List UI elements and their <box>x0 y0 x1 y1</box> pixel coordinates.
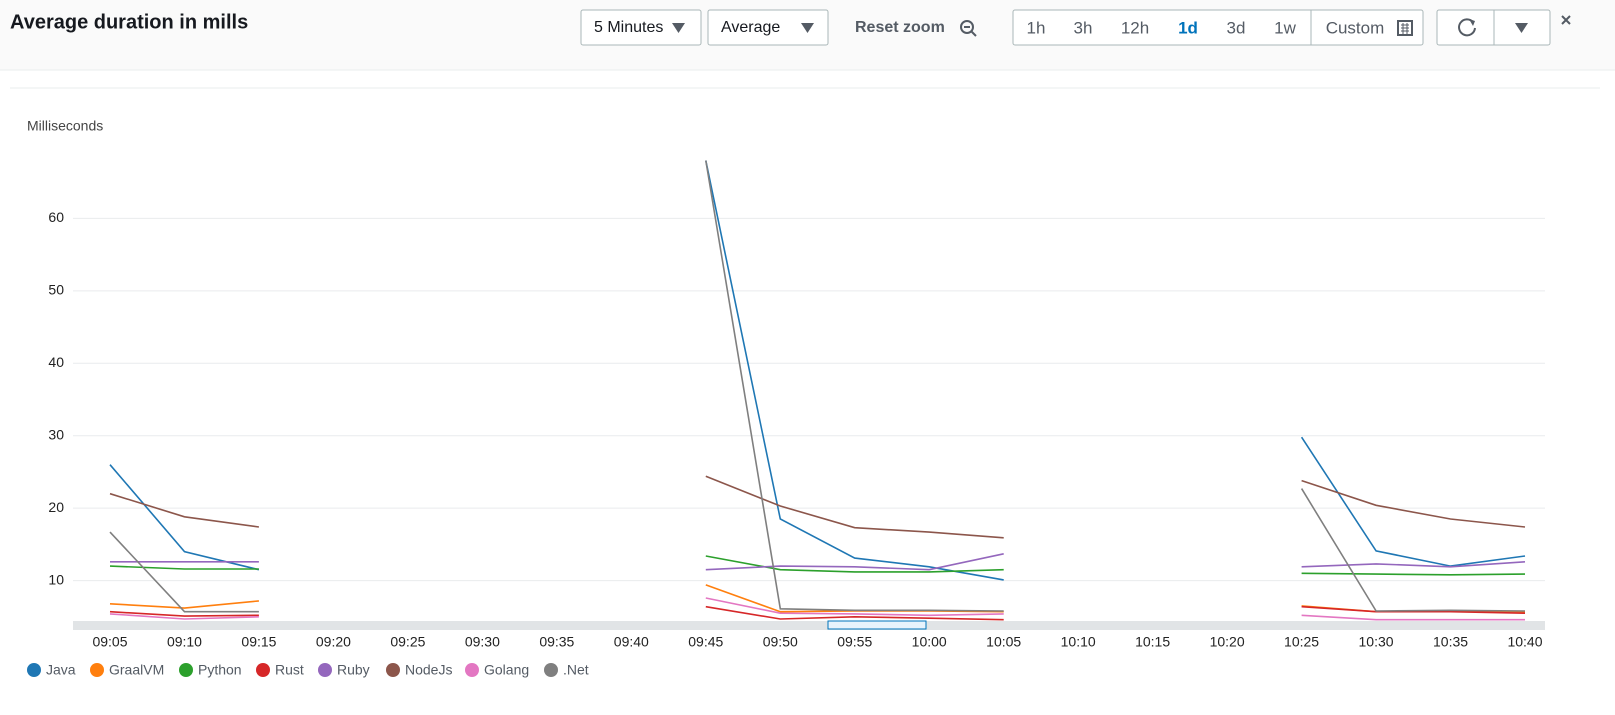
legend-label[interactable]: Rust <box>275 662 304 678</box>
x-tick-label: 09:40 <box>614 634 649 650</box>
x-tick-label: 10:40 <box>1507 634 1542 650</box>
range-option[interactable]: 12h <box>1121 18 1149 37</box>
legend-label[interactable]: GraalVM <box>109 662 164 678</box>
y-tick-label: 40 <box>48 354 64 370</box>
range-option[interactable]: 3d <box>1227 18 1246 37</box>
y-axis-label: Milliseconds <box>27 118 103 134</box>
x-tick-label: 09:45 <box>688 634 723 650</box>
refresh-arrow <box>1469 19 1475 26</box>
statistic-dropdown[interactable]: Average <box>707 9 829 46</box>
y-tick-label: 20 <box>48 499 64 515</box>
x-tick-label: 09:20 <box>316 634 351 650</box>
refresh-caret[interactable] <box>1515 23 1528 33</box>
x-tick-label: 10:00 <box>912 634 947 650</box>
x-tick-label: 09:15 <box>241 634 276 650</box>
zoom-icon-handle <box>970 30 977 37</box>
calendar-frame <box>1397 20 1413 36</box>
x-tick-label: 09:50 <box>763 634 798 650</box>
legend-swatch[interactable] <box>256 663 270 677</box>
caret <box>672 23 685 33</box>
legend-swatch[interactable] <box>318 663 332 677</box>
period-label[interactable]: 5 Minutes <box>594 19 663 36</box>
y-tick-label: 30 <box>48 426 64 442</box>
close-icon[interactable] <box>1561 15 1571 25</box>
x-tick-label: 09:10 <box>167 634 202 650</box>
x-tick-label: 10:35 <box>1433 634 1468 650</box>
legend-swatch[interactable] <box>544 663 558 677</box>
refresh-group[interactable] <box>1436 9 1551 46</box>
legend-label[interactable]: Ruby <box>337 662 370 678</box>
zoom-bar[interactable] <box>73 621 1545 630</box>
x-tick-label: 09:30 <box>465 634 500 650</box>
x-tick-label: 10:25 <box>1284 634 1319 650</box>
x-tick-label: 10:10 <box>1061 634 1096 650</box>
legend-swatch[interactable] <box>465 663 479 677</box>
zoom-icon <box>960 20 974 34</box>
series-line <box>109 605 1526 621</box>
statistic-box[interactable] <box>707 9 829 46</box>
range-option[interactable]: 1h <box>1027 18 1046 37</box>
refresh-icon[interactable] <box>1458 18 1476 37</box>
series-line <box>109 597 1525 621</box>
range-option[interactable]: Custom <box>1326 18 1385 37</box>
range-option[interactable]: 1w <box>1274 18 1296 37</box>
legend-swatch[interactable] <box>90 663 104 677</box>
series-line <box>110 553 1526 571</box>
y-tick-label: 10 <box>48 571 64 587</box>
y-tick-label: 60 <box>48 209 64 225</box>
legend-label[interactable]: Golang <box>484 662 529 678</box>
caret <box>801 23 814 33</box>
reset-zoom-label[interactable]: Reset zoom <box>855 19 945 36</box>
range-option[interactable]: 1d <box>1178 18 1198 37</box>
y-tick-label: 50 <box>48 282 64 298</box>
x-tick-label: 10:05 <box>986 634 1021 650</box>
legend-label[interactable]: Java <box>46 662 76 678</box>
legend-swatch[interactable] <box>386 663 400 677</box>
legend-label[interactable]: .Net <box>563 662 589 678</box>
calendar-icon <box>1397 20 1413 36</box>
legend-label[interactable]: NodeJs <box>405 662 452 678</box>
series-line <box>109 160 1526 613</box>
x-tick-label: 10:30 <box>1359 634 1394 650</box>
x-tick-label: 09:35 <box>539 634 574 650</box>
zoom-selection[interactable] <box>827 620 927 630</box>
series-line <box>109 475 1526 539</box>
legend-swatch[interactable] <box>179 663 193 677</box>
x-tick-label: 10:20 <box>1210 634 1245 650</box>
legend-swatch[interactable] <box>27 663 41 677</box>
range-option[interactable]: 3h <box>1074 18 1093 37</box>
calendar-grid <box>1401 23 1409 34</box>
x-tick-label: 09:25 <box>390 634 425 650</box>
series-line <box>109 555 1526 576</box>
x-tick-label: 09:05 <box>92 634 127 650</box>
period-dropdown[interactable]: 5 Minutes <box>580 9 702 46</box>
period-box[interactable] <box>580 9 702 46</box>
x-tick-label: 09:55 <box>837 634 872 650</box>
legend-label[interactable]: Python <box>198 662 242 678</box>
range-group <box>1012 9 1424 46</box>
statistic-label[interactable]: Average <box>721 19 780 36</box>
reset-zoom[interactable]: Reset zoom <box>855 19 977 37</box>
chart-title: Average duration in mills <box>10 11 248 33</box>
x-tick-label: 10:15 <box>1135 634 1170 650</box>
